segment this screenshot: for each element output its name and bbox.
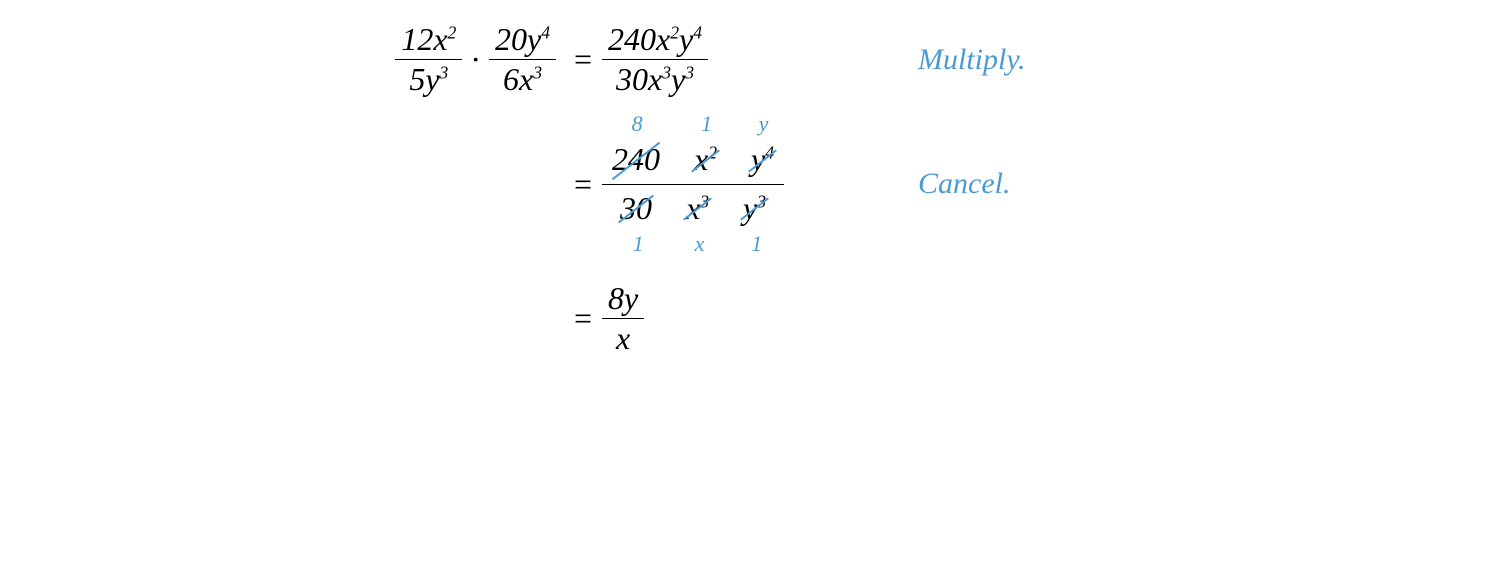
rhs-expression: = 240x2y4 30x3y3 — [560, 20, 918, 99]
cancel-term-240: 240 8 — [610, 142, 662, 177]
lhs-expression: 12x2 5y3 · 20y4 6x3 — [300, 20, 560, 99]
cancel-fraction: 240 8 x2 1 y4 y — [602, 134, 784, 233]
equals-sign: = — [574, 300, 592, 337]
step-result-row: = 8y x — [300, 279, 1200, 358]
result-expression: = 8y x — [560, 279, 918, 358]
cancel-term-x3: x3 x — [684, 191, 711, 226]
product-fraction: 240x2y4 30x3y3 — [602, 20, 708, 99]
math-derivation: 12x2 5y3 · 20y4 6x3 = 240x2y4 30x3y3 Mul… — [300, 20, 1200, 388]
equals-sign: = — [574, 41, 592, 78]
multiply-dot: · — [470, 41, 481, 78]
cancel-term-y4: y4 y — [749, 142, 776, 177]
cancel-term-y3: y3 1 — [741, 191, 768, 226]
step-multiply-row: 12x2 5y3 · 20y4 6x3 = 240x2y4 30x3y3 Mul… — [300, 20, 1200, 99]
fraction-1: 12x2 5y3 — [395, 20, 462, 99]
annotation-multiply: Multiply. — [918, 43, 1168, 77]
result-fraction: 8y x — [602, 279, 644, 358]
step-cancel-row: = 240 8 x2 1 y4 — [300, 134, 1200, 233]
fraction-2: 20y4 6x3 — [489, 20, 556, 99]
cancel-term-30: 30 1 — [618, 191, 654, 226]
cancel-expression: = 240 8 x2 1 y4 — [560, 134, 918, 233]
annotation-cancel: Cancel. — [918, 167, 1168, 201]
equals-sign: = — [574, 166, 592, 203]
cancel-term-x2: x2 1 — [692, 142, 719, 177]
